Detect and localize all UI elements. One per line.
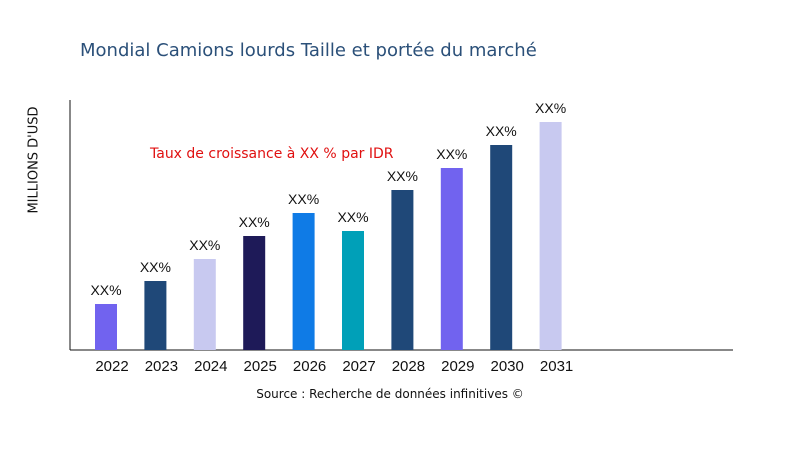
x-tick-2031: 2031 <box>540 358 573 375</box>
data-label-2023: XX% <box>140 259 171 275</box>
x-tick-2026: 2026 <box>293 358 326 375</box>
data-label-2029: XX% <box>436 146 467 162</box>
bar-2028 <box>391 190 414 350</box>
x-tick-2027: 2027 <box>342 358 375 375</box>
bar-2030 <box>490 145 513 350</box>
x-tick-2029: 2029 <box>441 358 474 375</box>
x-tick-2022: 2022 <box>95 358 128 375</box>
growth-annotation: Taux de croissance à XX % par IDR <box>150 146 394 162</box>
x-tick-2024: 2024 <box>194 358 227 375</box>
bar-2026 <box>292 213 315 350</box>
x-tick-2023: 2023 <box>145 358 178 375</box>
x-tick-2030: 2030 <box>491 358 524 375</box>
bar-2024 <box>193 259 216 350</box>
data-label-2027: XX% <box>337 209 368 225</box>
bar-2027 <box>342 231 364 350</box>
chart-title: Mondial Camions lourds Taille et portée … <box>80 40 537 61</box>
bar-2023 <box>144 281 167 350</box>
data-label-2022: XX% <box>90 282 121 298</box>
bar-2025 <box>243 236 266 350</box>
data-label-2031: XX% <box>535 100 566 116</box>
data-label-2026: XX% <box>288 191 319 207</box>
data-label-2028: XX% <box>387 168 418 184</box>
data-label-2025: XX% <box>239 214 270 230</box>
x-tick-2028: 2028 <box>392 358 425 375</box>
x-tick-2025: 2025 <box>244 358 277 375</box>
bar-2029 <box>440 168 463 350</box>
data-label-2024: XX% <box>189 237 220 253</box>
bar-2022 <box>95 304 117 350</box>
bar-2031 <box>539 122 562 350</box>
data-label-2030: XX% <box>486 123 517 139</box>
source-note: Source : Recherche de données infinitive… <box>256 387 524 401</box>
